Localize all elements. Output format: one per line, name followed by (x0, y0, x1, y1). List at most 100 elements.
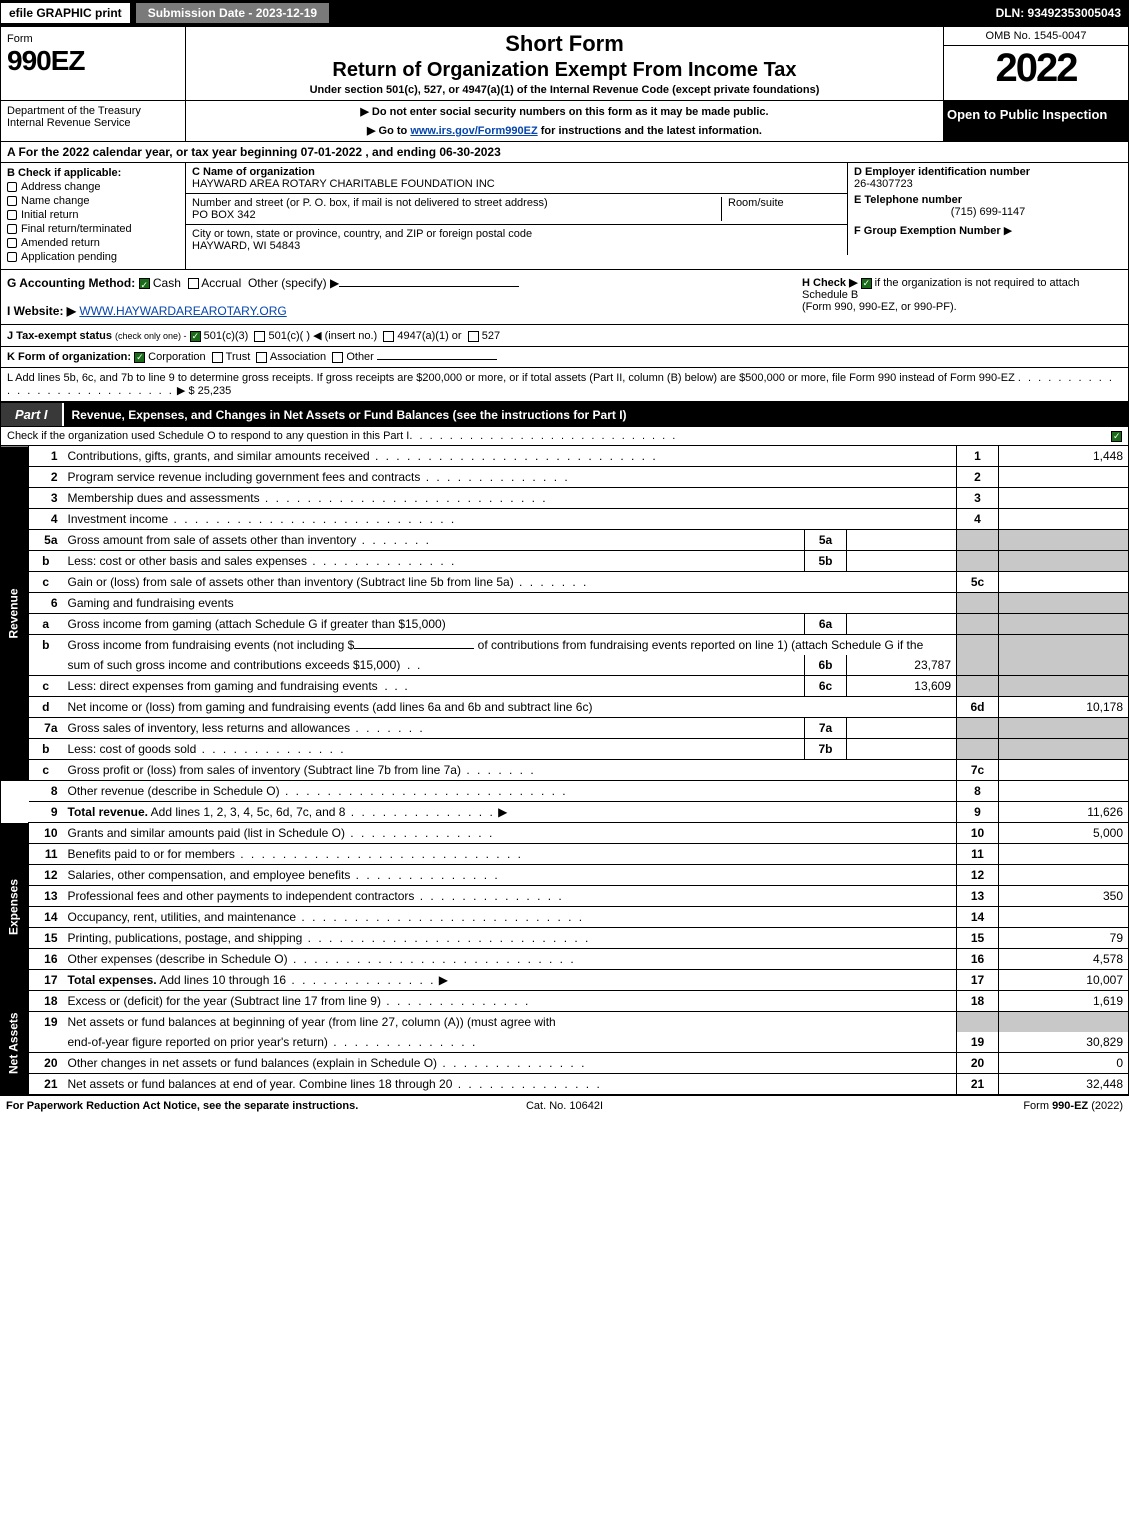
line-6: 6 Gaming and fundraising events (1, 593, 1129, 614)
c-street: Number and street (or P. O. box, if mail… (186, 194, 847, 225)
b-title: B Check if applicable: (7, 167, 179, 179)
tax-year: 2022 (944, 46, 1128, 94)
line-1: Revenue 1 Contributions, gifts, grants, … (1, 446, 1129, 467)
line-17: 17 Total expenses. Add lines 10 through … (1, 970, 1129, 991)
chk-527[interactable] (468, 331, 479, 342)
g-accounting: G Accounting Method: Cash Accrual Other … (7, 276, 802, 318)
part-i-title: Revenue, Expenses, and Changes in Net As… (64, 404, 1128, 426)
room-suite: Room/suite (721, 197, 841, 221)
row-k-form-org: K Form of organization: Corporation Trus… (0, 347, 1129, 368)
row-a-tax-year: A For the 2022 calendar year, or tax yea… (0, 142, 1129, 163)
i-website-label: I Website: ▶ (7, 304, 76, 318)
part-i-header: Part I Revenue, Expenses, and Changes in… (0, 402, 1129, 427)
submission-date: Submission Date - 2023-12-19 (135, 2, 330, 24)
chk-trust[interactable] (212, 352, 223, 363)
row-j-tax-exempt: J Tax-exempt status (check only one) - 5… (0, 325, 1129, 347)
omb-number: OMB No. 1545-0047 (944, 27, 1128, 46)
sidelabel-revenue: Revenue (1, 446, 29, 781)
line-2: 2 Program service revenue including gove… (1, 467, 1129, 488)
i-website-link[interactable]: WWW.HAYWARDAREAROTARY.ORG (79, 304, 286, 318)
top-bar: efile GRAPHIC print Submission Date - 20… (0, 0, 1129, 26)
sidelabel-expenses: Expenses (1, 823, 29, 991)
d-ein-label: D Employer identification number (854, 166, 1122, 178)
chk-corporation[interactable] (134, 352, 145, 363)
footer-catno: Cat. No. 10642I (526, 1100, 603, 1112)
dept-treasury: Department of the Treasury (7, 105, 179, 117)
line-16: 16 Other expenses (describe in Schedule … (1, 949, 1129, 970)
line-9: 9 Total revenue. Add lines 1, 2, 3, 4, 5… (1, 802, 1129, 823)
sidelabel-netassets: Net Assets (1, 991, 29, 1095)
chk-accrual[interactable] (188, 278, 199, 289)
sub-header: Department of the Treasury Internal Reve… (0, 101, 1129, 142)
instructions-block: Do not enter social security numbers on … (186, 101, 943, 141)
part-i-subtitle: Check if the organization used Schedule … (0, 427, 1129, 446)
line-20: 20 Other changes in net assets or fund b… (1, 1053, 1129, 1074)
line-21: 21 Net assets or fund balances at end of… (1, 1074, 1129, 1095)
line-3: 3 Membership dues and assessments 3 (1, 488, 1129, 509)
department-block: Department of the Treasury Internal Reve… (1, 101, 186, 141)
col-c-to-f: C Name of organization HAYWARD AREA ROTA… (186, 163, 1128, 269)
chk-association[interactable] (256, 352, 267, 363)
dept-irs: Internal Revenue Service (7, 117, 179, 129)
line-7a: 7a Gross sales of inventory, less return… (1, 718, 1129, 739)
chk-501c[interactable] (254, 331, 265, 342)
chk-h[interactable] (861, 278, 872, 289)
c-city: City or town, state or province, country… (186, 225, 847, 255)
form-number-block: Form 990EZ (1, 27, 186, 100)
under-section: Under section 501(c), 527, or 4947(a)(1)… (194, 84, 935, 96)
chk-application-pending[interactable]: Application pending (7, 251, 179, 263)
line-19b: end-of-year figure reported on prior yea… (1, 1032, 1129, 1053)
efile-print-button[interactable]: efile GRAPHIC print (0, 2, 131, 24)
row-g-h: G Accounting Method: Cash Accrual Other … (0, 269, 1129, 325)
line-6b-2: sum of such gross income and contributio… (1, 655, 1129, 676)
e-phone-label: E Telephone number (854, 194, 1122, 206)
line-6d: d Net income or (loss) from gaming and f… (1, 697, 1129, 718)
block-b-to-f: B Check if applicable: Address change Na… (0, 163, 1129, 269)
form-label: Form (7, 33, 179, 45)
line-5a: 5a Gross amount from sale of assets othe… (1, 530, 1129, 551)
f-group-exemption: F Group Exemption Number ▶ (854, 224, 1122, 237)
dln-number: DLN: 93492353005043 (988, 3, 1129, 23)
line-14: 14 Occupancy, rent, utilities, and maint… (1, 907, 1129, 928)
line-4: 4 Investment income 4 (1, 509, 1129, 530)
col-b-checkboxes: B Check if applicable: Address change Na… (1, 163, 186, 269)
line-8: 8 Other revenue (describe in Schedule O)… (1, 781, 1129, 802)
chk-4947[interactable] (383, 331, 394, 342)
goto-link[interactable]: Go to www.irs.gov/Form990EZ for instruct… (190, 124, 939, 137)
chk-initial-return[interactable]: Initial return (7, 209, 179, 221)
line-5b: b Less: cost or other basis and sales ex… (1, 551, 1129, 572)
chk-cash[interactable] (139, 278, 150, 289)
line-10: Expenses 10 Grants and similar amounts p… (1, 823, 1129, 844)
c-org-name: C Name of organization HAYWARD AREA ROTA… (186, 163, 847, 194)
chk-schedule-o[interactable] (1111, 431, 1122, 442)
chk-address-change[interactable]: Address change (7, 181, 179, 193)
d-ein-value: 26-4307723 (854, 178, 1122, 190)
form-header: Form 990EZ Short Form Return of Organiza… (0, 26, 1129, 101)
page-footer: For Paperwork Reduction Act Notice, see … (0, 1095, 1129, 1116)
line-7c: c Gross profit or (loss) from sales of i… (1, 760, 1129, 781)
chk-amended-return[interactable]: Amended return (7, 237, 179, 249)
row-l-gross-receipts: L Add lines 5b, 6c, and 7b to line 9 to … (0, 368, 1129, 402)
return-title: Return of Organization Exempt From Incom… (194, 59, 935, 82)
chk-name-change[interactable]: Name change (7, 195, 179, 207)
h-schedule-b: H Check ▶ if the organization is not req… (802, 276, 1122, 318)
line-7b: b Less: cost of goods sold 7b (1, 739, 1129, 760)
lines-table: Revenue 1 Contributions, gifts, grants, … (0, 446, 1129, 1095)
footer-formno: Form 990-EZ (2022) (1023, 1100, 1123, 1112)
short-form-title: Short Form (194, 31, 935, 57)
col-d-e-f: D Employer identification number 26-4307… (848, 163, 1128, 255)
line-12: 12 Salaries, other compensation, and emp… (1, 865, 1129, 886)
chk-501c3[interactable] (190, 331, 201, 342)
chk-other[interactable] (332, 352, 343, 363)
header-right: OMB No. 1545-0047 2022 (943, 27, 1128, 100)
chk-final-return[interactable]: Final return/terminated (7, 223, 179, 235)
line-6a: a Gross income from gaming (attach Sched… (1, 614, 1129, 635)
open-to-public: Open to Public Inspection (943, 101, 1128, 141)
line-6b: b Gross income from fundraising events (… (1, 635, 1129, 656)
line-19a: 19 Net assets or fund balances at beginn… (1, 1012, 1129, 1033)
line-18: Net Assets 18 Excess or (deficit) for th… (1, 991, 1129, 1012)
form-990ez: 990EZ (7, 45, 179, 77)
ssn-warning: Do not enter social security numbers on … (190, 105, 939, 118)
line-11: 11 Benefits paid to or for members 11 (1, 844, 1129, 865)
e-phone-value: (715) 699-1147 (854, 206, 1122, 218)
